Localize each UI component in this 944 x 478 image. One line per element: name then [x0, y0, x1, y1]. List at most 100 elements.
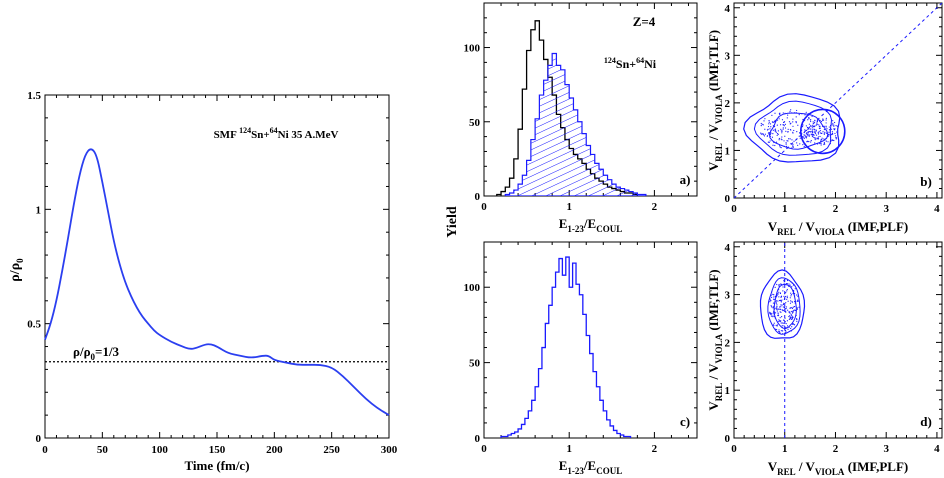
density-dot	[777, 292, 779, 295]
x-axis-label: E1-23/ECOUL	[559, 458, 622, 476]
x-axis-label: E1-23/ECOUL	[559, 216, 622, 234]
density-dot	[803, 137, 806, 139]
density-dot	[790, 129, 792, 131]
density-dot	[806, 133, 808, 135]
x-tick-label: 250	[323, 444, 340, 456]
density-dot	[788, 311, 790, 313]
density-dot	[806, 126, 809, 129]
density-dot	[823, 125, 825, 128]
density-dot	[794, 300, 796, 303]
density-dot	[820, 139, 822, 141]
density-dot	[786, 131, 789, 133]
density-dot	[819, 132, 822, 134]
density-dot	[770, 315, 773, 317]
density-dot	[780, 283, 782, 285]
density-dot	[785, 306, 788, 308]
density-dot	[782, 127, 784, 129]
density-dot	[825, 119, 827, 121]
density-dot	[785, 283, 788, 285]
contour-panel-b-frame	[733, 2, 943, 199]
density-dot	[788, 315, 790, 318]
y-tick-label: 4	[725, 3, 731, 15]
x-tick-label: 1	[566, 201, 572, 213]
density-dot	[778, 137, 780, 140]
density-dot	[773, 298, 776, 300]
density-dot	[796, 318, 798, 320]
density-dot	[762, 124, 764, 126]
density-dot	[816, 122, 818, 124]
density-dot	[780, 311, 782, 313]
density-dot	[781, 119, 784, 121]
density-dot	[784, 321, 786, 323]
density-dot	[776, 306, 778, 308]
density-dot	[792, 121, 794, 123]
density-dot	[808, 130, 810, 133]
density-dot	[821, 119, 824, 121]
density-dot	[812, 124, 814, 126]
density-dot	[816, 143, 819, 145]
density-dot	[772, 306, 774, 308]
density-dot	[834, 135, 837, 137]
density-dot	[786, 320, 789, 322]
x-tick-label: 200	[266, 444, 283, 456]
density-dot	[794, 300, 797, 302]
density-dot	[805, 125, 807, 127]
density-dot	[770, 312, 772, 314]
density-dot	[789, 312, 791, 314]
density-dot	[776, 293, 778, 295]
density-dot	[803, 145, 805, 148]
density-dot	[776, 133, 779, 135]
density-dot	[764, 118, 766, 120]
density-dot	[808, 141, 810, 143]
density-dot	[773, 296, 775, 298]
density-dot	[780, 322, 782, 324]
density-dot	[770, 305, 772, 307]
density-dot	[778, 330, 780, 333]
x-axis-label: VREL / VVIOLA (IMF,PLF)	[768, 219, 908, 237]
density-dot	[802, 144, 804, 146]
density-dot	[834, 132, 836, 135]
y-tick-label: 1	[725, 145, 731, 157]
density-dot	[774, 121, 776, 123]
density-dot	[768, 120, 770, 122]
density-dot	[776, 119, 779, 121]
density-dot	[813, 129, 816, 131]
density-dot	[768, 123, 770, 125]
density-dot	[770, 130, 772, 132]
density-dot	[789, 317, 791, 319]
density-dot	[783, 302, 785, 304]
density-dot	[769, 123, 772, 125]
density-dot	[805, 136, 807, 138]
density-dot	[775, 302, 778, 304]
density-dot	[790, 292, 792, 294]
density-dot	[833, 121, 836, 124]
density-dot	[806, 132, 808, 134]
density-dot	[788, 326, 790, 328]
density-dot	[808, 135, 810, 137]
density-dot	[769, 140, 771, 142]
density-dot	[767, 128, 769, 130]
density-dot	[785, 142, 787, 144]
density-dot	[775, 301, 777, 303]
density-dot	[823, 133, 825, 135]
density-dot	[824, 139, 826, 141]
density-dot	[810, 124, 812, 127]
density-dot	[784, 329, 786, 331]
density-dot	[780, 320, 782, 322]
density-dot	[776, 310, 778, 312]
density-dot	[829, 124, 832, 127]
density-dot	[768, 121, 770, 123]
density-dot	[785, 310, 787, 312]
density-dot	[787, 328, 789, 330]
density-dot	[777, 130, 780, 132]
density-dot	[806, 140, 808, 143]
y-tick-label: 0	[475, 433, 481, 445]
density-dot	[772, 132, 774, 135]
density-dot	[773, 298, 775, 300]
density-dot	[827, 135, 829, 138]
density-dot	[802, 124, 804, 126]
density-dot	[815, 134, 818, 136]
density-dot	[793, 295, 796, 297]
density-dot	[794, 309, 796, 311]
